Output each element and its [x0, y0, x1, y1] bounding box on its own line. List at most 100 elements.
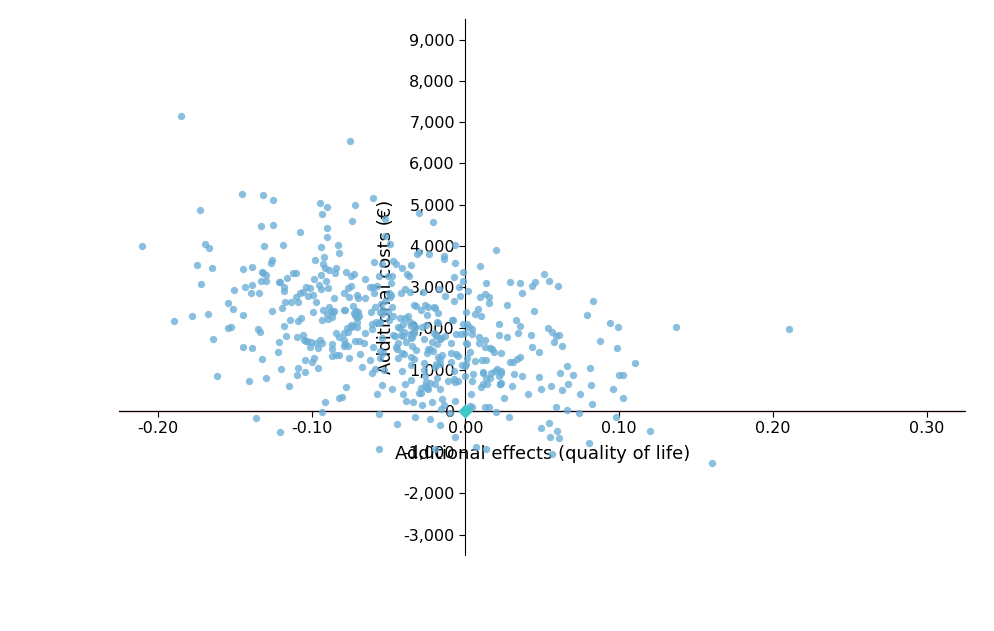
Point — [559, 405, 575, 415]
Point — [349, 322, 365, 332]
Point — [554, 341, 570, 351]
Point — [382, 239, 398, 249]
Point — [560, 379, 576, 389]
Point — [365, 342, 381, 352]
Point — [436, 292, 452, 302]
Point — [414, 322, 429, 332]
Point — [381, 315, 397, 325]
Point — [390, 322, 406, 332]
Point — [572, 389, 587, 399]
Point — [421, 345, 437, 355]
Point — [434, 350, 450, 360]
Point — [408, 322, 423, 332]
Point — [474, 368, 490, 378]
Point — [432, 404, 448, 415]
Point — [349, 312, 365, 322]
Point — [381, 288, 397, 298]
Point — [397, 285, 413, 295]
Point — [460, 286, 476, 296]
Point — [252, 221, 268, 231]
Point — [339, 283, 355, 293]
Point — [349, 290, 365, 300]
Point — [499, 300, 515, 310]
Point — [388, 343, 404, 353]
Point — [134, 242, 150, 252]
Point — [383, 290, 399, 300]
Point — [296, 355, 312, 365]
Point — [320, 264, 336, 274]
Point — [288, 292, 304, 302]
Point — [420, 249, 436, 259]
Point — [311, 280, 327, 290]
Point — [295, 335, 311, 345]
Point — [511, 278, 527, 288]
Point — [425, 302, 441, 312]
Point — [415, 365, 431, 375]
Point — [480, 402, 496, 412]
Point — [512, 321, 528, 331]
Point — [272, 427, 288, 437]
Point — [463, 329, 479, 339]
Point — [446, 272, 462, 282]
Point — [364, 324, 380, 334]
Point — [341, 353, 357, 363]
Point — [392, 313, 408, 323]
Point — [703, 458, 719, 468]
Point — [389, 420, 405, 430]
Point — [390, 338, 406, 348]
Point — [326, 306, 342, 316]
Point — [464, 324, 480, 334]
Point — [324, 344, 340, 354]
Point — [330, 350, 346, 360]
Point — [548, 331, 564, 341]
Point — [315, 305, 331, 315]
Point — [445, 374, 461, 384]
Point — [399, 269, 414, 279]
Point — [531, 372, 547, 382]
Point — [467, 442, 483, 452]
Point — [614, 392, 630, 403]
Point — [344, 321, 360, 331]
Point — [417, 377, 433, 387]
Point — [285, 268, 301, 278]
Point — [315, 259, 331, 269]
Point — [367, 302, 383, 312]
Point — [473, 355, 489, 365]
Point — [304, 357, 320, 367]
Point — [343, 271, 359, 281]
Point — [487, 367, 503, 377]
Point — [548, 403, 564, 413]
Point — [452, 329, 468, 339]
Point — [320, 283, 336, 293]
Point — [375, 305, 391, 315]
Point — [492, 368, 508, 378]
Point — [335, 288, 351, 298]
Point — [369, 389, 385, 399]
Point — [544, 449, 560, 459]
Point — [425, 346, 441, 356]
Point — [413, 305, 428, 315]
Point — [372, 353, 388, 363]
Point — [488, 365, 504, 375]
Point — [474, 379, 490, 389]
Point — [501, 412, 517, 422]
Point — [433, 333, 449, 343]
Point — [542, 432, 558, 442]
Point — [430, 284, 446, 294]
Point — [237, 281, 252, 292]
Point — [491, 371, 507, 381]
Point — [197, 239, 213, 249]
Point — [339, 323, 355, 333]
Point — [313, 270, 329, 280]
Point — [477, 289, 493, 299]
Point — [387, 331, 403, 341]
Point — [541, 418, 557, 428]
Point — [407, 412, 422, 422]
Point — [450, 281, 466, 292]
Point — [351, 311, 367, 321]
Point — [281, 316, 297, 326]
Point — [532, 423, 548, 433]
Point — [426, 379, 442, 389]
Point — [319, 232, 335, 242]
Point — [173, 111, 189, 121]
